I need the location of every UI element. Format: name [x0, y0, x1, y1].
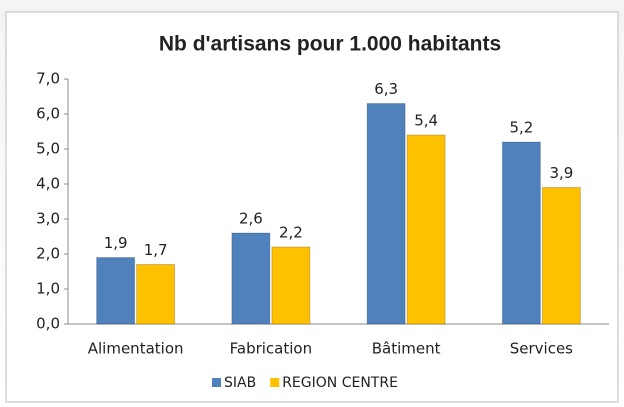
bar — [366, 103, 406, 325]
x-tick-label: Alimentation — [88, 340, 184, 358]
chart-title: Nb d'artisans pour 1.000 habitants — [159, 33, 501, 56]
y-tick-label: 4,0 — [36, 175, 60, 193]
legend-label: SIAB — [224, 375, 256, 391]
y-tick-label: 6,0 — [36, 105, 60, 123]
legend-swatch — [270, 378, 280, 387]
y-tick-label: 1,0 — [36, 280, 60, 298]
bar — [271, 246, 311, 325]
value-label: 1,9 — [104, 234, 128, 252]
legend-swatch — [212, 378, 221, 387]
x-tick-label: Bâtiment — [372, 340, 441, 358]
bar — [231, 232, 271, 325]
value-label: 1,7 — [144, 241, 168, 259]
x-tick-label: Fabrication — [230, 340, 312, 358]
value-label: 5,4 — [414, 112, 438, 130]
value-label: 2,2 — [279, 224, 303, 242]
value-label: 2,6 — [239, 210, 263, 228]
y-tick-label: 7,0 — [36, 70, 60, 88]
value-label: 5,2 — [509, 119, 533, 137]
y-tick-label: 5,0 — [36, 140, 60, 158]
bar — [96, 257, 136, 325]
y-tick-label: 0,0 — [36, 315, 60, 333]
value-label: 6,3 — [374, 80, 398, 98]
bar — [406, 134, 446, 325]
bar — [136, 264, 176, 325]
y-tick-label: 2,0 — [36, 245, 60, 263]
y-tick-label: 3,0 — [36, 210, 60, 228]
legend-label: REGION CENTRE — [282, 375, 398, 391]
bar — [501, 141, 541, 325]
x-tick-label: Services — [510, 340, 573, 358]
value-label: 3,9 — [549, 164, 573, 182]
bar — [541, 187, 581, 325]
